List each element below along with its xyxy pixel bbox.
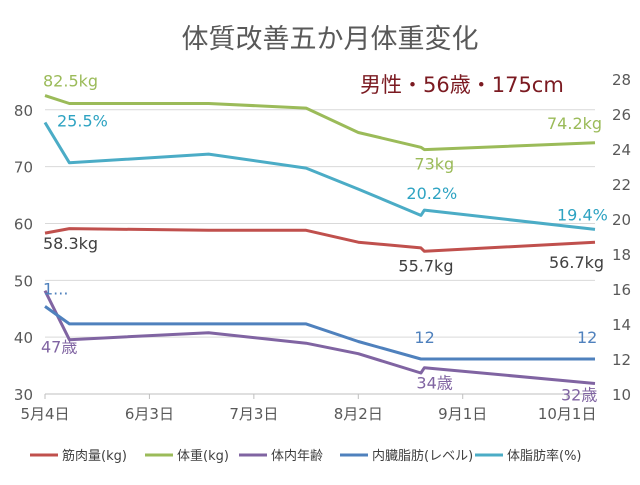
y-right-tick-label: 12 bbox=[612, 351, 631, 369]
data-label: 74.2kg bbox=[547, 114, 602, 133]
y-left-tick-label: 80 bbox=[14, 102, 33, 120]
y-left-tick-label: 30 bbox=[14, 386, 33, 404]
legend-item: 体重(kg) bbox=[177, 448, 229, 464]
y-left-tick-label: 70 bbox=[14, 159, 33, 177]
data-label: 56.7kg bbox=[549, 253, 604, 272]
y-right-tick-label: 22 bbox=[612, 176, 631, 194]
y-right-tick-label: 26 bbox=[612, 106, 631, 124]
x-tick-label: 10月1日 bbox=[538, 405, 597, 423]
chart-subtitle: 男性・56歳・175cm bbox=[360, 73, 564, 97]
legend-item: 体内年齢 bbox=[271, 448, 323, 464]
y-right-tick-label: 18 bbox=[612, 246, 631, 264]
y-right-tick-label: 24 bbox=[612, 141, 631, 159]
y-right-tick-label: 20 bbox=[612, 211, 631, 229]
legend-item: 体脂肪率(%) bbox=[507, 448, 582, 464]
x-tick-label: 5月4日 bbox=[20, 405, 69, 423]
axes: 30 40 50 60 70 80 10 12 14 16 18 20 22 24 26 28 5月4日 6月3日… bbox=[14, 71, 631, 423]
grid-lines bbox=[45, 109, 595, 395]
data-label: 25.5% bbox=[57, 112, 108, 131]
data-label: 12 bbox=[577, 328, 597, 347]
data-label: 55.7kg bbox=[398, 256, 453, 275]
data-label: 58.3kg bbox=[43, 234, 98, 253]
data-label: 12 bbox=[414, 328, 434, 347]
x-tick-label: 6月3日 bbox=[125, 405, 174, 423]
legend-item: 筋肉量(kg) bbox=[62, 448, 127, 464]
data-label: 19.4% bbox=[557, 205, 608, 224]
data-label: 82.5kg bbox=[43, 72, 98, 91]
series-group: 58.3kg 55.7kg 56.7kg 82.5kg 73kg 74.2kg 47歳 34歳… bbox=[41, 72, 608, 405]
x-tick-label: 9月1日 bbox=[438, 405, 487, 423]
y-left-tick-label: 40 bbox=[14, 329, 33, 347]
series-line-3 bbox=[44, 305, 595, 361]
y-left-tick-label: 50 bbox=[14, 272, 33, 290]
data-label: 32歳 bbox=[561, 385, 597, 404]
data-label: 20.2% bbox=[406, 184, 457, 203]
x-tick-label: 8月2日 bbox=[334, 405, 383, 423]
x-tick-label: 7月3日 bbox=[229, 405, 278, 423]
y-right-tick-label: 16 bbox=[612, 281, 631, 299]
series-line-1 bbox=[44, 94, 596, 152]
series-line-0 bbox=[44, 227, 596, 253]
series-line-2 bbox=[43, 290, 596, 385]
data-label: 1... bbox=[43, 279, 68, 298]
chart-title: 体質改善五か月体重変化 bbox=[182, 24, 479, 55]
y-right-tick-label: 28 bbox=[612, 71, 631, 89]
legend-item: 内臓脂肪(レベル) bbox=[372, 448, 473, 464]
y-right-tick-label: 10 bbox=[612, 386, 631, 404]
data-label: 47歳 bbox=[41, 338, 77, 357]
data-label: 34歳 bbox=[416, 374, 452, 393]
legend: 筋肉量(kg) 体重(kg) 体内年齢 内臓脂肪(レベル) 体脂肪率(%) bbox=[30, 448, 582, 464]
y-right-tick-label: 14 bbox=[612, 316, 631, 334]
series-line-4 bbox=[43, 121, 596, 231]
data-label: 73kg bbox=[414, 155, 454, 174]
y-left-tick-label: 60 bbox=[14, 215, 33, 233]
